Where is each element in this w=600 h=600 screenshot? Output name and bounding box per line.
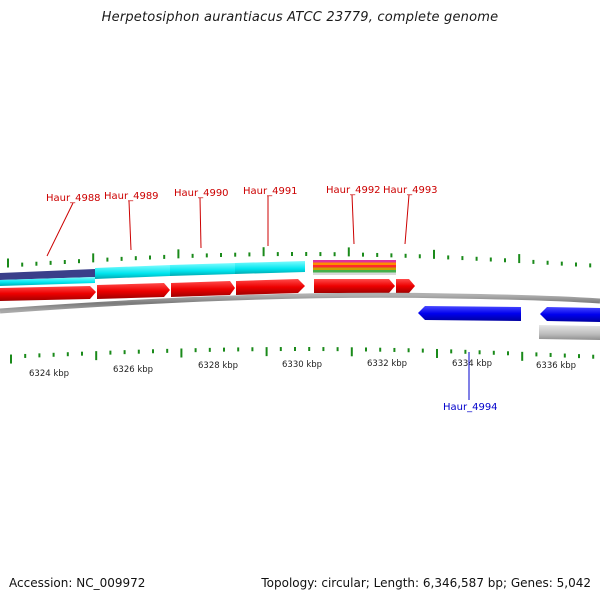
- gene-label[interactable]: Haur_4994: [443, 402, 498, 413]
- outer-tick-marks: [7, 247, 592, 268]
- leader-line: [199, 197, 202, 249]
- gene-arrow-forward: [236, 279, 305, 295]
- gene-label[interactable]: Haur_4988: [46, 193, 101, 204]
- ruler-label: 6330 kbp: [282, 360, 322, 370]
- genome-title: Herpetosiphon aurantiacus ATCC 23779, co…: [101, 10, 499, 25]
- ruler-label: 6328 kbp: [198, 361, 238, 371]
- inner-tick-marks: [10, 347, 595, 364]
- ruler-label: 6326 kbp: [113, 365, 153, 375]
- cog-segment-multicolor: [313, 260, 396, 275]
- genome-backbone: [0, 292, 600, 314]
- gene-arrow-other: [539, 325, 600, 340]
- cog-track: [0, 260, 396, 286]
- gene-label[interactable]: Haur_4989: [104, 191, 159, 202]
- label-leaders: [46, 194, 470, 400]
- ruler-label: 6324 kbp: [29, 369, 69, 379]
- ruler-label: 6332 kbp: [367, 359, 407, 369]
- gene-labels: Haur_4988 Haur_4989 Haur_4990 Haur_4991 …: [46, 185, 498, 413]
- leader-line: [404, 194, 410, 245]
- gene-arrow-reverse: [418, 306, 521, 321]
- cog-segment-cyan: [235, 261, 305, 274]
- leader-line: [46, 202, 74, 257]
- gene-arrow-forward: [97, 283, 170, 299]
- leader-line: [351, 194, 355, 245]
- gene-label[interactable]: Haur_4990: [174, 188, 229, 199]
- reverse-strand-genes: [418, 306, 600, 340]
- gene-label[interactable]: Haur_4992: [326, 185, 381, 196]
- cog-segment-navy: [0, 269, 95, 280]
- gene-label[interactable]: Haur_4991: [243, 186, 298, 197]
- forward-strand-genes: [0, 279, 415, 301]
- gene-arrow-forward: [0, 286, 96, 301]
- cog-segment-cyan: [95, 265, 170, 279]
- gene-arrow-forward: [171, 281, 235, 297]
- ruler-label: 6336 kbp: [536, 361, 576, 371]
- ruler-labels: 6324 kbp 6326 kbp 6328 kbp 6330 kbp 6332…: [29, 359, 576, 379]
- gene-arrow-forward: [314, 279, 395, 293]
- cog-segment-cyan: [0, 277, 95, 286]
- accession-text: Accession: NC_009972: [9, 576, 146, 590]
- cog-segment-cyan: [170, 263, 235, 276]
- ruler-label: 6334 kbp: [452, 359, 492, 369]
- genome-summary-text: Topology: circular; Length: 6,346,587 bp…: [261, 576, 591, 590]
- gene-label[interactable]: Haur_4993: [383, 185, 438, 196]
- gene-arrow-forward: [396, 279, 415, 293]
- gene-arrow-reverse: [540, 307, 600, 322]
- leader-line: [128, 200, 132, 251]
